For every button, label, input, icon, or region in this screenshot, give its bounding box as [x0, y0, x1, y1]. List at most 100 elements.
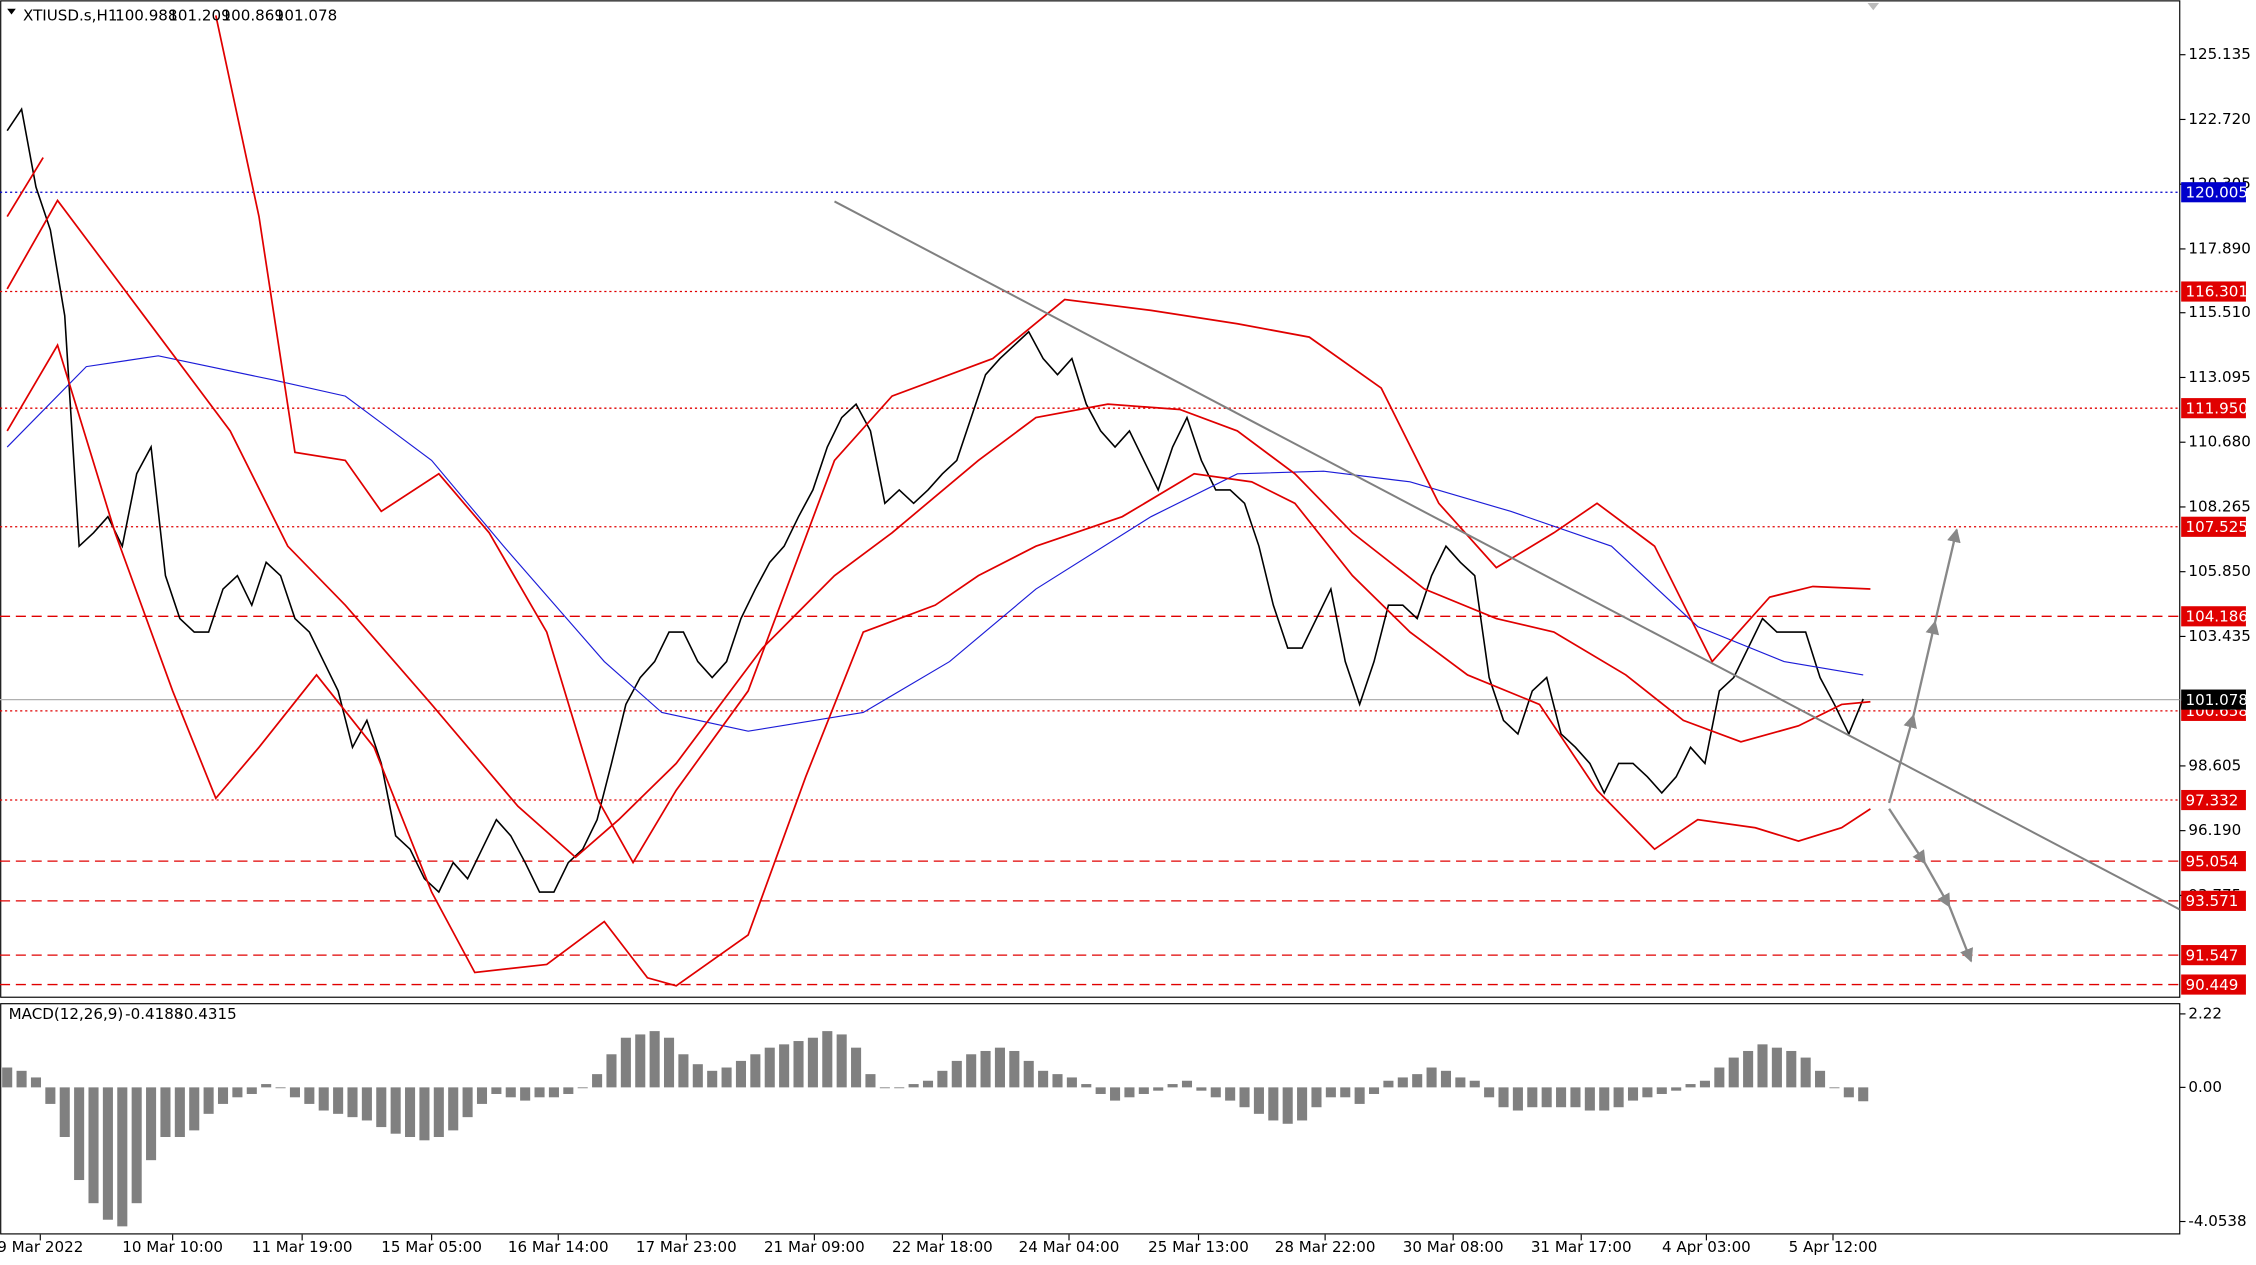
macd-bar [1815, 1070, 1826, 1088]
level-tag-label: 93.571 [2186, 892, 2239, 910]
macd-bar [1728, 1057, 1739, 1088]
macd-bar [304, 1087, 315, 1104]
macd-bar [102, 1087, 113, 1220]
level-tag-label: 104.186 [2186, 608, 2248, 626]
macd-bar [217, 1087, 229, 1104]
macd-bar [1023, 1060, 1034, 1088]
macd-bar [563, 1087, 574, 1094]
macd-bar [1771, 1047, 1782, 1088]
y-tick-label: 117.890 [2188, 239, 2250, 257]
y-tick-label: 96.190 [2188, 821, 2241, 839]
indicator-line [6, 198, 1871, 859]
x-tick-label: 24 Mar 04:00 [1019, 1238, 1120, 1256]
macd-bar [1124, 1087, 1135, 1098]
symbol-title: XTIUSD.s,H1 [23, 6, 117, 24]
x-tick-label: 28 Mar 22:00 [1275, 1238, 1376, 1256]
macd-legend-value: -0.4188 [125, 1005, 183, 1023]
macd-bar [390, 1087, 401, 1134]
macd-bar [980, 1050, 991, 1088]
macd-pane-frame [0, 1003, 2181, 1235]
level-tag-label: 95.054 [2186, 852, 2239, 870]
level-tag [2181, 789, 2246, 811]
macd-bar [246, 1087, 257, 1094]
macd-bar [189, 1087, 200, 1131]
level-tag [2181, 281, 2246, 302]
macd-bar [462, 1087, 473, 1118]
level-tag [2181, 890, 2246, 911]
y-tick-label: 125.135 [2188, 45, 2250, 63]
macd-bar [1196, 1087, 1207, 1091]
level-tag [2181, 516, 2246, 537]
macd-bar [635, 1034, 646, 1088]
macd-bar [1714, 1067, 1725, 1088]
macd-bar [1685, 1084, 1696, 1088]
macd-bar [160, 1087, 171, 1138]
menu-triangle[interactable] [7, 8, 16, 15]
macd-bar [1210, 1087, 1221, 1098]
ohlc-value: 101.078 [275, 6, 337, 24]
level-tag-label: 111.950 [2186, 399, 2248, 417]
macd-bar [1311, 1087, 1322, 1108]
level-tag [2181, 606, 2246, 627]
macd-bar [1527, 1087, 1538, 1108]
macd-bar [1354, 1087, 1365, 1104]
macd-bar [951, 1060, 962, 1088]
y-tick-label: 2.22 [2188, 1004, 2222, 1022]
macd-bar [333, 1087, 344, 1114]
macd-bar [1699, 1080, 1710, 1088]
current-price-tag [2181, 689, 2246, 710]
arrow [1888, 808, 1927, 865]
macd-bar [1297, 1087, 1308, 1121]
x-tick-label: 15 Mar 05:00 [381, 1238, 482, 1256]
macd-bar [966, 1054, 977, 1088]
macd-bar [894, 1087, 905, 1089]
macd-bar [1829, 1087, 1840, 1089]
macd-bar [347, 1087, 358, 1118]
macd-bar [592, 1074, 603, 1088]
macd-bar [649, 1031, 660, 1088]
y-tick-label: 98.605 [2188, 756, 2241, 774]
ohlc-value: 101.209 [168, 6, 230, 24]
macd-bar [807, 1037, 818, 1088]
x-tick-label: 25 Mar 13:00 [1148, 1238, 1249, 1256]
macd-bar [376, 1087, 387, 1128]
y-tick-label: 105.850 [2188, 562, 2250, 580]
macd-bar [1225, 1087, 1236, 1101]
macd-bar [2, 1067, 13, 1088]
level-tag-label: 107.525 [2186, 518, 2248, 536]
x-tick-label: 22 Mar 18:00 [892, 1238, 993, 1256]
macd-bar [1412, 1074, 1423, 1088]
macd-bar [937, 1070, 948, 1088]
level-tag [2181, 974, 2246, 995]
macd-bar [1110, 1087, 1121, 1101]
macd-bar [764, 1047, 775, 1088]
macd-bar [1627, 1087, 1639, 1101]
ohlc-value: 100.988 [115, 6, 177, 24]
trendline [834, 200, 2180, 911]
macd-bar [908, 1084, 919, 1088]
macd-bar [1613, 1087, 1624, 1108]
macd-bar [1383, 1080, 1394, 1088]
macd-bar [822, 1031, 833, 1088]
level-tag-label: 91.547 [2186, 946, 2239, 964]
macd-bar [1786, 1050, 1797, 1088]
macd-bar [548, 1087, 559, 1098]
main-pane-frame [0, 0, 2181, 998]
y-tick-label: 0.00 [2188, 1078, 2222, 1096]
macd-bar [836, 1034, 847, 1088]
macd-bar [433, 1087, 444, 1138]
macd-bar [1642, 1087, 1653, 1098]
macd-bar [922, 1080, 934, 1088]
x-tick-label: 11 Mar 19:00 [252, 1238, 353, 1256]
macd-bar [1138, 1087, 1149, 1094]
y-tick-label: 108.265 [2188, 497, 2250, 515]
macd-bar [1325, 1087, 1336, 1098]
level-tag [2181, 182, 2246, 203]
macd-bar [1757, 1044, 1768, 1088]
macd-bar [16, 1070, 27, 1088]
x-tick-label: 4 Apr 03:00 [1662, 1238, 1751, 1256]
macd-bar [1599, 1087, 1610, 1111]
macd-bar [851, 1047, 862, 1088]
